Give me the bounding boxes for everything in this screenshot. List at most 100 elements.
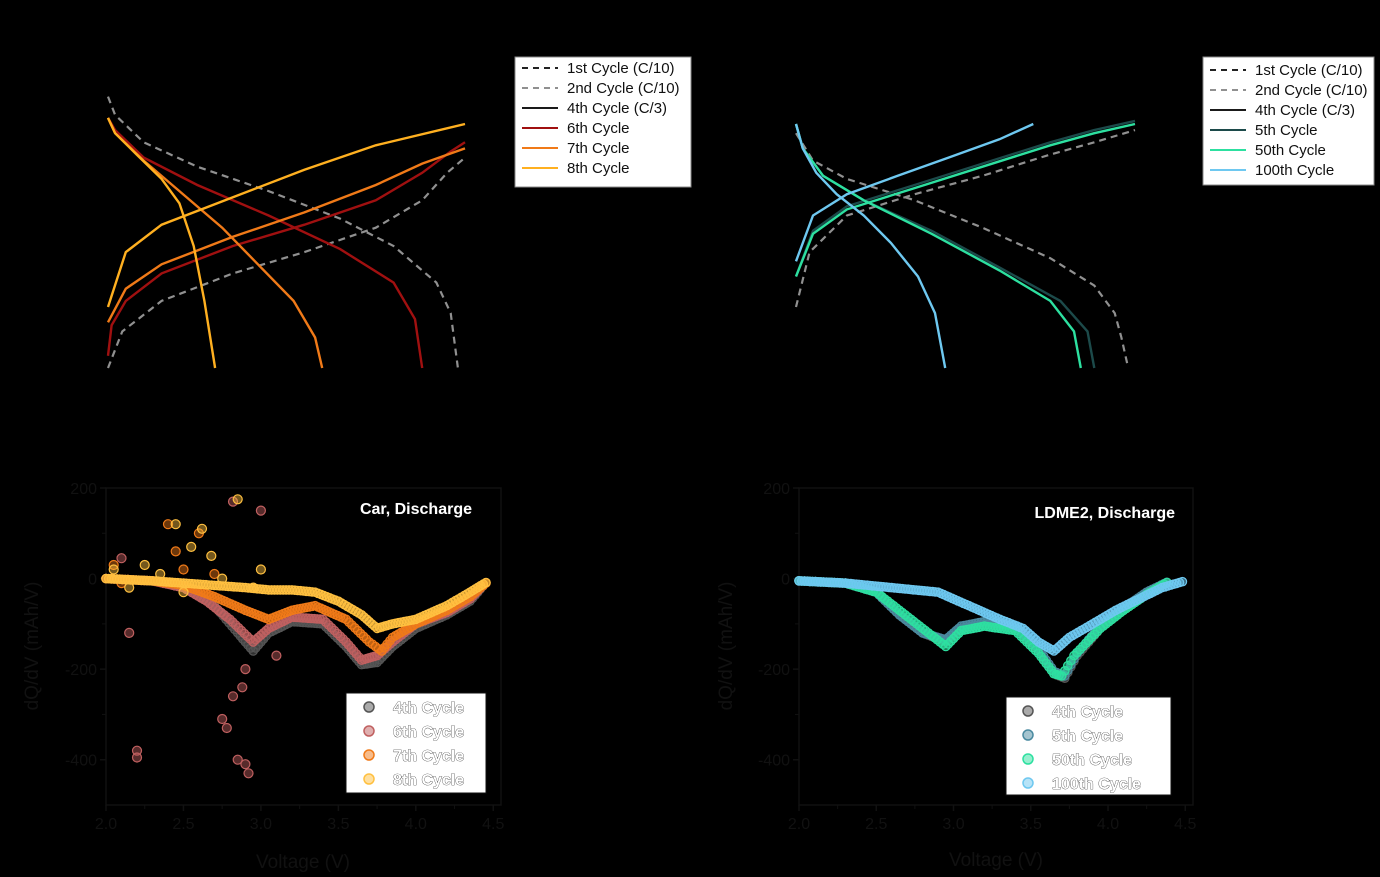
legend-label-4th-cycle-c-3: 4th Cycle (C/3) xyxy=(1255,102,1355,119)
data-point-6th-cycle xyxy=(237,682,248,693)
series-line-7th-cycle xyxy=(106,147,466,323)
legend-label-8th-cycle: 8th Cycle xyxy=(567,160,630,177)
data-point-6th-cycle xyxy=(255,505,266,516)
panel-annotation: Car, Discharge xyxy=(360,501,472,518)
x-tick-label: 3.0 xyxy=(250,816,272,833)
data-point-7th-cycle xyxy=(178,564,189,575)
panel-bottom-right-dqdv: 2.0 2.5 3.0 3.5 4.0 4.5 200 0 -200 -400 LDME2, Di… xyxy=(716,481,1196,871)
y-tick-label: 200 xyxy=(70,481,97,498)
legend-label-1st-cycle-c-10: 1st Cycle (C/10) xyxy=(567,60,675,77)
data-point-7th-cycle xyxy=(162,519,174,530)
legend-marker-6th-cycle xyxy=(363,725,375,737)
data-point-8th-cycle xyxy=(255,564,266,575)
data-point-6th-cycle xyxy=(227,691,239,702)
series-line-2nd-cycle-c-10 xyxy=(106,96,459,369)
legend-label-4th-cycle: 4th Cycle xyxy=(1052,704,1123,721)
legend-label-50th-cycle: 50th Cycle xyxy=(1052,752,1132,769)
data-point-6th-cycle xyxy=(116,553,127,564)
x-tick-label: 3.5 xyxy=(327,816,349,833)
data-point-8th-cycle xyxy=(196,523,208,534)
legend-marker-4th-cycle xyxy=(363,701,375,713)
series-line-6th-cycle xyxy=(106,117,424,369)
legend-label-7th-cycle: 7th Cycle xyxy=(393,748,464,765)
legend-top-right: 1st Cycle (C/10) 2nd Cycle (C/10) 4th Cycl… xyxy=(1202,56,1375,186)
legend-box xyxy=(514,56,692,188)
series-line-2nd-cycle-c-10 xyxy=(794,129,1136,308)
legend-label-4th-cycle-c-3: 4th Cycle (C/3) xyxy=(567,100,667,117)
data-point-8th-cycle xyxy=(206,550,217,562)
data-point-8th-cycle xyxy=(232,494,243,505)
data-point-8th-cycle xyxy=(170,519,181,530)
series-line-50th-cycle xyxy=(794,122,1136,277)
x-axis-title: Voltage (V) xyxy=(256,852,350,873)
legend-box xyxy=(1202,56,1375,186)
data-point-6th-cycle xyxy=(240,759,251,770)
plot-frame xyxy=(105,487,502,806)
series-line-50th-cycle xyxy=(794,123,1082,369)
series-line-100th-cycle xyxy=(794,123,947,369)
series-line-2nd-cycle-c-10 xyxy=(795,132,1130,369)
data-point-8th-cycle xyxy=(481,577,491,588)
legend-label-2nd-cycle-c-10: 2nd Cycle (C/10) xyxy=(567,80,680,97)
y-axis-title: dQ/dV (mAh/V) xyxy=(716,582,737,711)
legend-label-5th-cycle: 5th Cycle xyxy=(1052,728,1123,745)
series-line-5th-cycle xyxy=(794,119,1136,277)
y-axis-title: dQ/dV (mAh/V) xyxy=(22,582,43,711)
y-tick-label: 200 xyxy=(763,481,790,498)
x-tick-label: 2.5 xyxy=(865,816,887,833)
data-point-6th-cycle xyxy=(221,722,232,734)
data-point-8th-cycle xyxy=(155,568,166,580)
x-tick-label: 4.5 xyxy=(482,816,504,833)
legend-label-4th-cycle: 4th Cycle xyxy=(393,700,464,717)
data-point-8th-cycle xyxy=(217,573,228,584)
legend-label-100th-cycle: 100th Cycle xyxy=(1255,162,1334,179)
panel-bottom-left-dqdv: 2.0 2.5 3.0 3.5 4.0 4.5 200 0 -200 -400 Car, Disc… xyxy=(22,481,504,873)
data-point-7th-cycle xyxy=(209,568,220,580)
data-point-6th-cycle xyxy=(232,754,243,765)
data-point-6th-cycle xyxy=(243,768,254,779)
series-line-5th-cycle xyxy=(794,123,1096,369)
panel-top-right-voltage-profile xyxy=(794,119,1136,369)
data-point-8th-cycle xyxy=(178,587,189,598)
x-tick-label: 4.0 xyxy=(1097,816,1119,833)
legend-label-2nd-cycle-c-10: 2nd Cycle (C/10) xyxy=(1255,82,1368,99)
data-point-8th-cycle xyxy=(108,564,119,575)
data-point-8th-cycle xyxy=(186,541,197,553)
plot-frame xyxy=(798,487,1194,806)
data-point-8th-cycle xyxy=(139,559,150,571)
legend-label-50th-cycle: 50th Cycle xyxy=(1255,142,1326,159)
series-line-6th-cycle xyxy=(106,141,466,356)
legend-label-100th-cycle: 100th Cycle xyxy=(1052,776,1141,793)
panel-annotation: LDME2, Discharge xyxy=(1035,505,1176,522)
data-point-6th-cycle xyxy=(131,752,143,763)
legend-marker-100th-cycle xyxy=(1022,777,1034,789)
legend-marker-5th-cycle xyxy=(1022,729,1034,741)
y-tick-label: -200 xyxy=(758,662,790,679)
legend-label-7th-cycle: 7th Cycle xyxy=(567,140,630,157)
data-point-6th-cycle xyxy=(124,627,135,639)
x-tick-label: 4.5 xyxy=(1174,816,1196,833)
legend-label-8th-cycle: 8th Cycle xyxy=(393,772,464,789)
x-tick-label: 3.0 xyxy=(942,816,964,833)
series-line-8th-cycle xyxy=(106,117,217,369)
series-line-8th-cycle xyxy=(106,122,466,308)
y-tick-label: -200 xyxy=(65,662,97,679)
y-tick-label: 0 xyxy=(781,572,790,589)
data-point-6th-cycle xyxy=(217,713,228,725)
legend-marker-50th-cycle xyxy=(1022,753,1034,765)
data-point-6th-cycle xyxy=(271,650,282,661)
legend-marker-8th-cycle xyxy=(363,773,375,785)
x-tick-label: 2.0 xyxy=(95,816,117,833)
data-point-100th-cycle xyxy=(1177,576,1188,587)
legend-box xyxy=(1005,696,1172,796)
data-point-6th-cycle xyxy=(240,663,251,675)
x-tick-label: 3.5 xyxy=(1020,816,1042,833)
data-point-7th-cycle xyxy=(170,546,181,557)
y-tick-label: 0 xyxy=(88,572,97,589)
x-axis-title: Voltage (V) xyxy=(949,850,1043,871)
x-tick-label: 2.5 xyxy=(172,816,194,833)
data-point-8th-cycle xyxy=(124,582,135,593)
legend-top-left: 1st Cycle (C/10) 2nd Cycle (C/10) 4th Cycl… xyxy=(514,56,692,188)
data-point-8th-cycle xyxy=(248,582,259,593)
